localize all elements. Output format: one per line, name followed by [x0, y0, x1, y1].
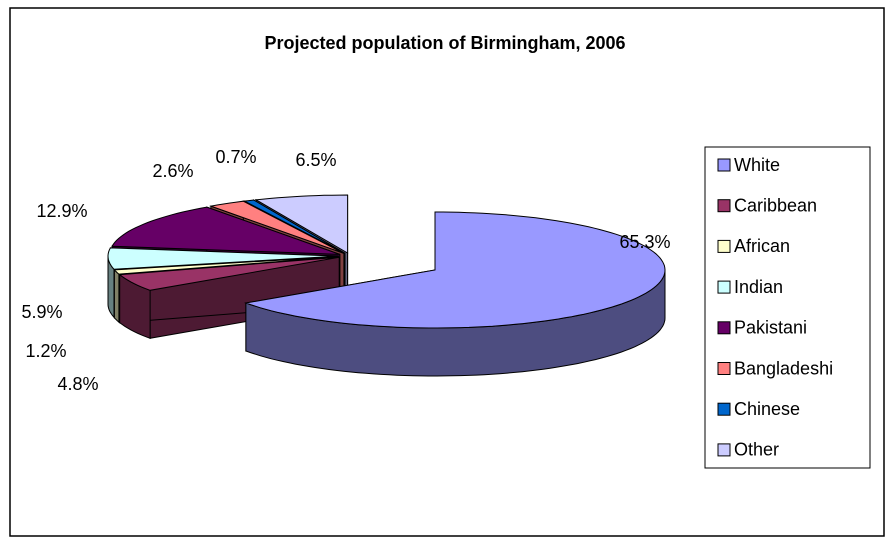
legend-label: Chinese: [734, 399, 800, 419]
slice: [111, 206, 340, 255]
legend-label: Pakistani: [734, 318, 807, 338]
slice: [118, 256, 340, 291]
data-label: 1.2%: [25, 341, 66, 361]
data-label: 6.5%: [295, 150, 336, 170]
legend-label: Indian: [734, 277, 783, 297]
slice-side: [113, 268, 120, 324]
legend-swatch: [717, 280, 731, 294]
legend-box: [704, 146, 871, 469]
data-label: 12.9%: [36, 201, 87, 221]
data-label: 2.6%: [152, 161, 193, 181]
pie: [107, 194, 666, 377]
legend-swatch: [717, 158, 731, 172]
data-label: 5.9%: [21, 302, 62, 322]
slice: [254, 194, 349, 254]
data-label: 65.3%: [619, 232, 670, 252]
legend-label: Caribbean: [734, 195, 817, 215]
data-label: 4.8%: [57, 374, 98, 394]
legend-label: White: [734, 155, 780, 175]
slice: [208, 200, 345, 254]
legend-swatch: [717, 199, 731, 213]
legend-swatch: [717, 443, 731, 457]
legend-swatch: [717, 362, 731, 375]
slice: [243, 211, 666, 329]
legend-swatch: [717, 239, 731, 253]
legend-swatch: [717, 402, 731, 416]
slice: [113, 256, 339, 275]
slice: [242, 199, 346, 254]
legend-label: Other: [734, 440, 779, 460]
legend-label: African: [734, 236, 790, 256]
legend-swatch: [717, 321, 731, 335]
chart-title: Projected population of Birmingham, 2006: [264, 33, 625, 53]
data-label: 0.7%: [215, 147, 256, 167]
slice: [107, 247, 339, 270]
legend-label: Bangladeshi: [734, 358, 833, 378]
